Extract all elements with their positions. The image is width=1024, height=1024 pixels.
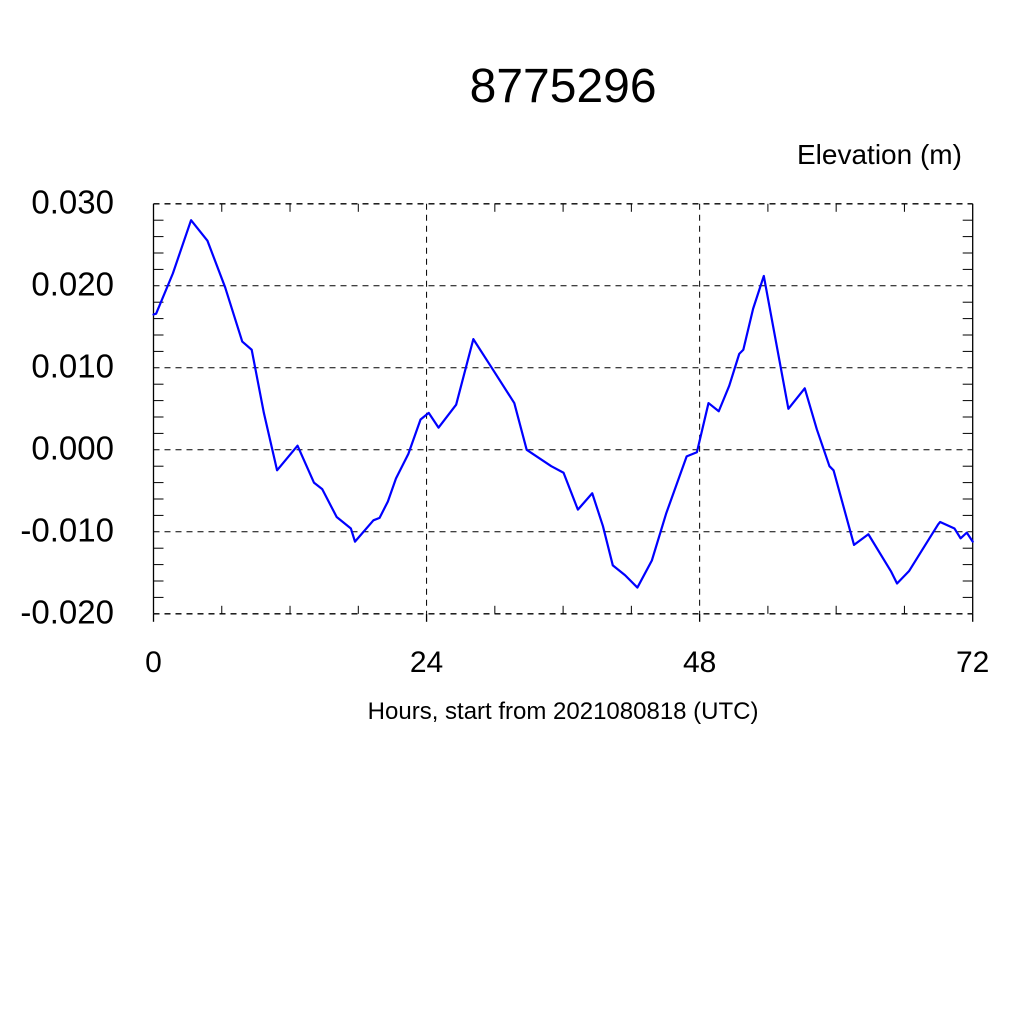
svg-text:0.030: 0.030 — [31, 184, 114, 221]
svg-text:72: 72 — [956, 646, 989, 679]
svg-text:48: 48 — [683, 646, 716, 679]
svg-text:24: 24 — [410, 646, 443, 679]
svg-text:0.000: 0.000 — [31, 430, 114, 467]
svg-text:0.010: 0.010 — [31, 348, 114, 385]
svg-text:0.020: 0.020 — [31, 266, 114, 303]
svg-text:0: 0 — [145, 646, 162, 679]
svg-text:-0.020: -0.020 — [20, 594, 114, 631]
svg-text:-0.010: -0.010 — [20, 512, 114, 549]
